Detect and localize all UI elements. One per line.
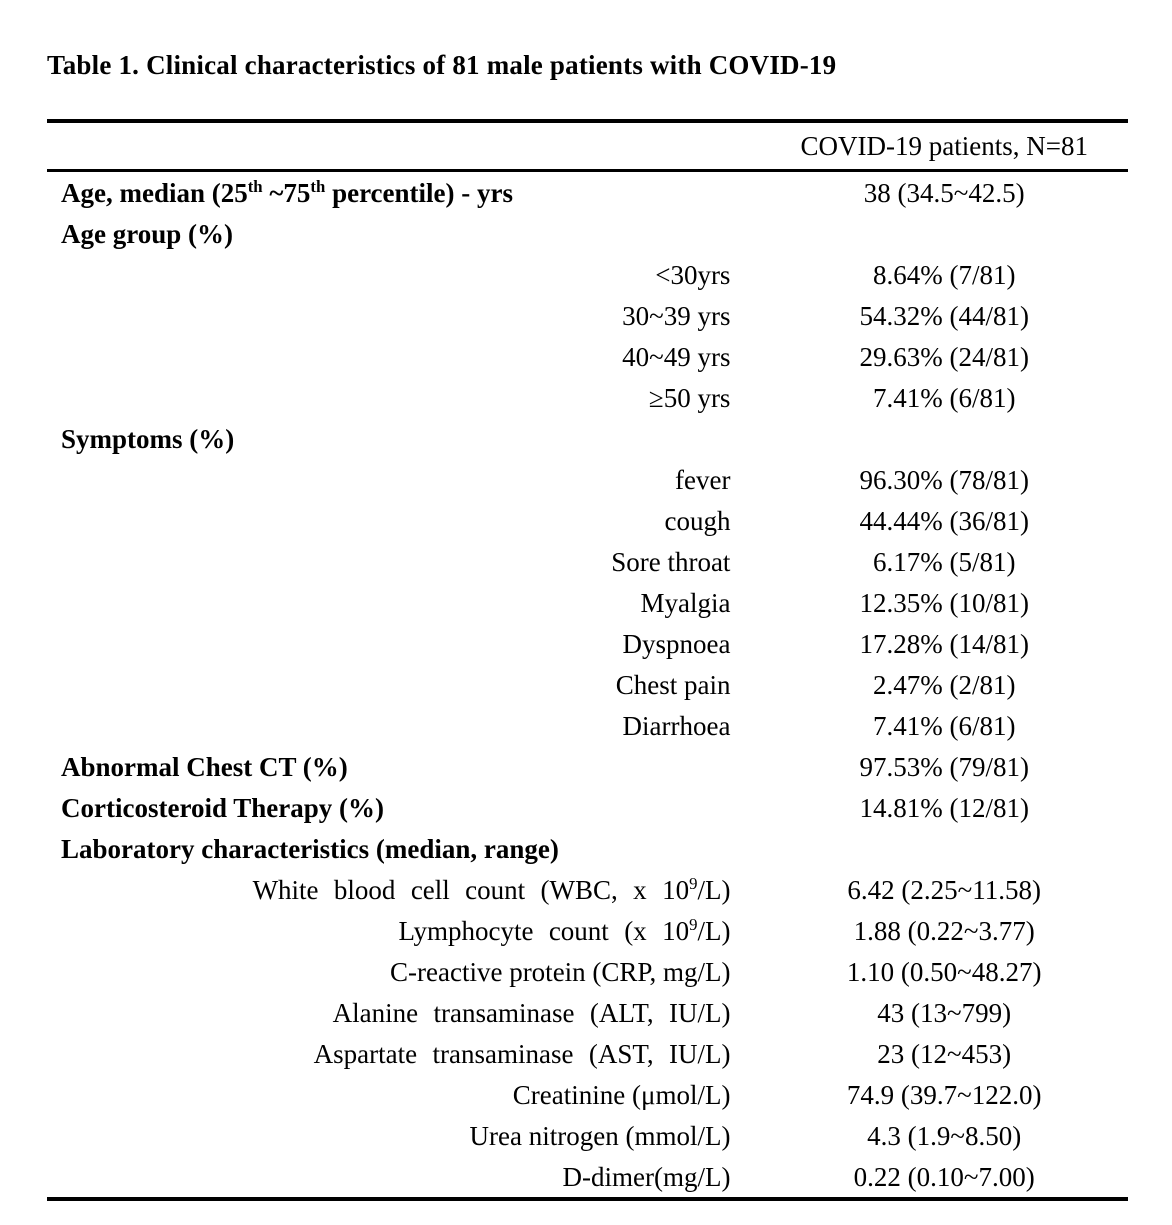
table-row: Myalgia 12.35% (10/81): [47, 582, 1128, 623]
row-label: Urea nitrogen (mmol/L): [469, 1120, 731, 1151]
table-row: C-reactive protein (CRP, mg/L) 1.10 (0.50…: [47, 951, 1128, 992]
table-row: Creatinine (μmol/L) 74.9 (39.7~122.0): [47, 1074, 1128, 1115]
row-label: Diarrhoea: [622, 710, 731, 741]
row-label: 40~49 yrs: [622, 341, 731, 372]
row-value: 7.41% (6/81): [872, 382, 1016, 413]
row-label: C-reactive protein (CRP, mg/L): [390, 956, 731, 987]
row-label: Aspartate transaminase (AST, IU/L): [313, 1038, 731, 1069]
row-label: Dyspnoea: [622, 628, 731, 659]
row-label: Myalgia: [640, 587, 731, 618]
table-row: 40~49 yrs 29.63% (24/81): [47, 336, 1128, 377]
row-label: Age group (%): [61, 218, 233, 249]
row-label: Symptoms (%): [61, 423, 235, 454]
row-label: White blood cell count (WBC, x 109/L): [252, 873, 731, 905]
table-row: White blood cell count (WBC, x 109/L) 6.4…: [47, 869, 1128, 910]
table-row: Lymphocyte count (x 109/L) 1.88 (0.22~3.7…: [47, 910, 1128, 951]
row-label: Age, median (25th ~75th percentile) - yr…: [61, 176, 513, 208]
row-value: 4.3 (1.9~8.50): [867, 1120, 1022, 1151]
row-value: 43 (13~799): [877, 997, 1012, 1028]
header-empty-cell: [47, 121, 761, 172]
table-row: <30yrs 8.64% (7/81): [47, 254, 1128, 295]
row-value: 2.47% (2/81): [872, 669, 1016, 700]
row-value: 6.42 (2.25~11.58): [847, 874, 1042, 905]
row-label: Laboratory characteristics (median, rang…: [61, 833, 559, 864]
row-value: 96.30% (78/81): [859, 464, 1029, 495]
table-row: 30~39 yrs 54.32% (44/81): [47, 295, 1128, 336]
table-row: fever 96.30% (78/81): [47, 459, 1128, 500]
row-value: 0.22 (0.10~7.00): [853, 1161, 1035, 1192]
table-header: COVID-19 patients, N=81: [47, 121, 1128, 172]
clinical-characteristics-table: COVID-19 patients, N=81 Age, median (25t…: [47, 119, 1128, 1201]
table-row: Age, median (25th ~75th percentile) - yr…: [47, 171, 1128, 214]
table-body: Age, median (25th ~75th percentile) - yr…: [47, 171, 1128, 1200]
row-value: 23 (12~453): [877, 1038, 1012, 1069]
table-row: Chest pain 2.47% (2/81): [47, 664, 1128, 705]
row-value: 38 (34.5~42.5): [863, 177, 1025, 208]
table-row: Sore throat 6.17% (5/81): [47, 541, 1128, 582]
row-value: 1.88 (0.22~3.77): [853, 915, 1035, 946]
table-row: Alanine transaminase (ALT, IU/L) 43 (13~7…: [47, 992, 1128, 1033]
row-value: [760, 828, 1128, 869]
row-value: 29.63% (24/81): [859, 341, 1029, 372]
row-label: cough: [664, 505, 731, 536]
row-label: <30yrs: [655, 259, 731, 290]
table-row: D-dimer(mg/L) 0.22 (0.10~7.00): [47, 1156, 1128, 1199]
row-label: Abnormal Chest CT (%): [61, 751, 348, 782]
row-label: Sore throat: [611, 546, 731, 577]
row-label: D-dimer(mg/L): [562, 1161, 731, 1192]
row-label: Chest pain: [615, 669, 731, 700]
row-label: 30~39 yrs: [622, 300, 731, 331]
table-title: Table 1. Clinical characteristics of 81 …: [47, 50, 837, 80]
table-row: ≥50 yrs 7.41% (6/81): [47, 377, 1128, 418]
table-row: Dyspnoea 17.28% (14/81): [47, 623, 1128, 664]
row-label: Alanine transaminase (ALT, IU/L): [332, 997, 731, 1028]
row-label: Corticosteroid Therapy (%): [61, 792, 384, 823]
table-row: Abnormal Chest CT (%) 97.53% (79/81): [47, 746, 1128, 787]
header-cohort-cell: COVID-19 patients, N=81: [760, 121, 1128, 172]
table-row: Urea nitrogen (mmol/L) 4.3 (1.9~8.50): [47, 1115, 1128, 1156]
table-row: Laboratory characteristics (median, rang…: [47, 828, 1128, 869]
table-row: Age group (%): [47, 213, 1128, 254]
row-value: 1.10 (0.50~48.27): [846, 956, 1042, 987]
header-row: COVID-19 patients, N=81: [47, 121, 1128, 172]
row-value: 17.28% (14/81): [859, 628, 1029, 659]
row-label: Creatinine (μmol/L): [512, 1079, 731, 1110]
table-row: Aspartate transaminase (AST, IU/L) 23 (12…: [47, 1033, 1128, 1074]
row-value: 74.9 (39.7~122.0): [846, 1079, 1042, 1110]
table-row: Symptoms (%): [47, 418, 1128, 459]
row-value: 12.35% (10/81): [859, 587, 1029, 618]
row-value: 8.64% (7/81): [872, 259, 1016, 290]
row-value: 6.17% (5/81): [872, 546, 1016, 577]
row-value: 14.81% (12/81): [859, 792, 1029, 823]
row-label: Lymphocyte count (x 109/L): [398, 914, 731, 946]
row-value: 7.41% (6/81): [872, 710, 1016, 741]
table-row: Diarrhoea 7.41% (6/81): [47, 705, 1128, 746]
table-row: cough 44.44% (36/81): [47, 500, 1128, 541]
row-value: [760, 213, 1128, 254]
row-value: 44.44% (36/81): [859, 505, 1029, 536]
row-label: ≥50 yrs: [648, 382, 731, 413]
row-value: 97.53% (79/81): [859, 751, 1029, 782]
row-label: fever: [675, 464, 731, 495]
table-row: Corticosteroid Therapy (%) 14.81% (12/81): [47, 787, 1128, 828]
row-value: 54.32% (44/81): [859, 300, 1029, 331]
row-value: [760, 418, 1128, 459]
